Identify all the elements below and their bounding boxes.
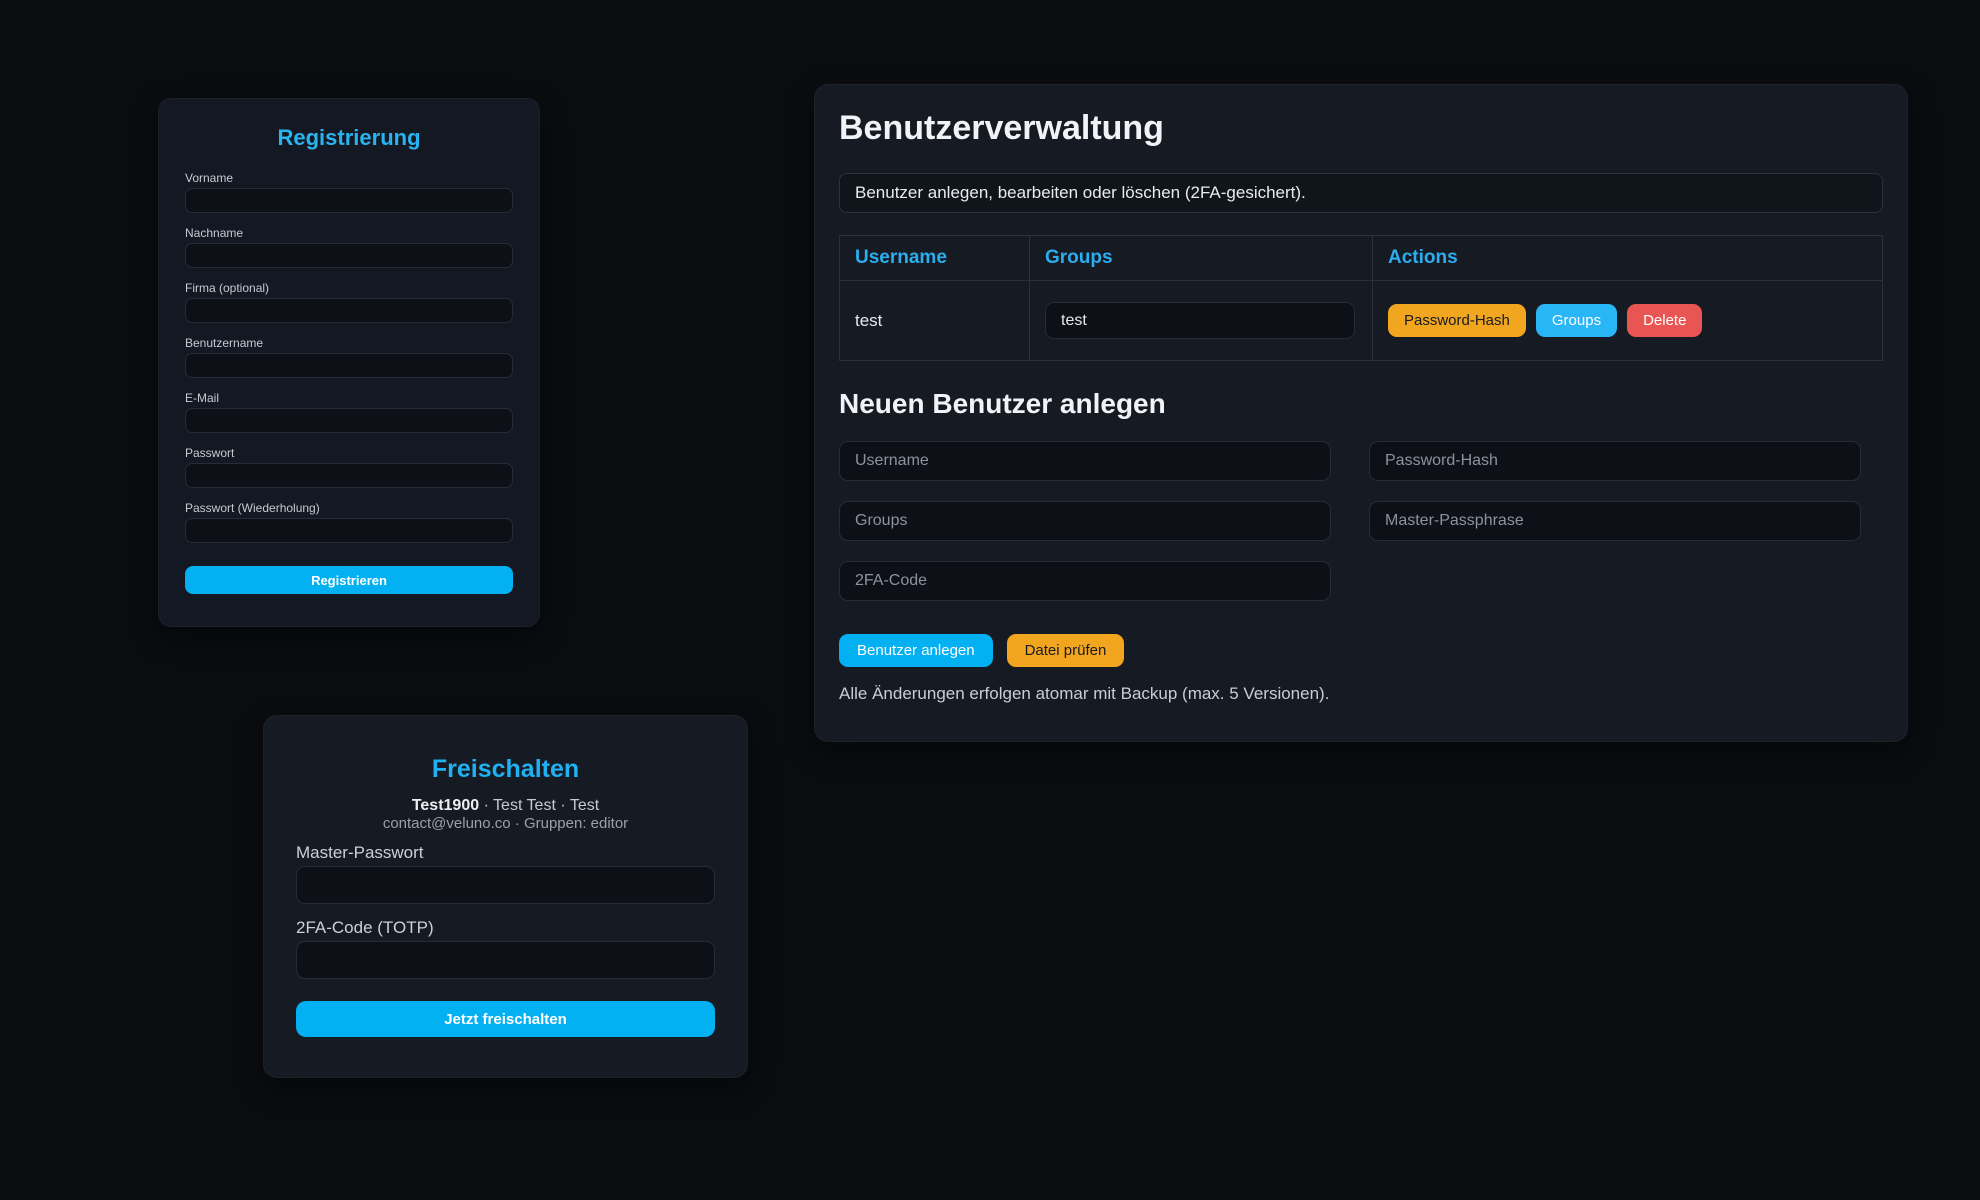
passwort-label: Passwort bbox=[185, 446, 235, 460]
user-management-panel: Benutzerverwaltung Benutzer anlegen, bea… bbox=[814, 84, 1908, 742]
groups-cell bbox=[1029, 280, 1373, 361]
user-management-title: Benutzerverwaltung bbox=[839, 109, 1164, 147]
master-password-label: Master-Passwort bbox=[296, 843, 424, 862]
benutzername-label: Benutzername bbox=[185, 336, 264, 350]
new-user-password-hash-input[interactable] bbox=[1369, 441, 1861, 481]
new-user-groups-input[interactable] bbox=[839, 501, 1331, 541]
nachname-label: Nachname bbox=[185, 226, 244, 240]
totp-input[interactable] bbox=[296, 941, 715, 979]
registration-title: Registrierung bbox=[277, 125, 421, 150]
column-header-actions: Actions bbox=[1372, 235, 1883, 281]
users-table-header-row: Username Groups Actions bbox=[839, 235, 1883, 281]
new-user-title: Neuen Benutzer anlegen bbox=[839, 388, 1166, 419]
unlock-user-line: Test1900 · Test Test · Test bbox=[296, 796, 715, 815]
actions-cell: Password-Hash Groups Delete bbox=[1372, 280, 1883, 361]
vorname-label: Vorname bbox=[185, 171, 234, 185]
new-user-master-passphrase-input[interactable] bbox=[1369, 501, 1861, 541]
unlock-user-name: Test1900 bbox=[411, 797, 480, 814]
delete-button[interactable]: Delete bbox=[1627, 304, 1703, 337]
new-user-username-input[interactable] bbox=[839, 441, 1331, 481]
password-hash-button[interactable]: Password-Hash bbox=[1388, 304, 1526, 337]
registration-card: Registrierung Vorname Nachname Firma (op… bbox=[158, 98, 540, 627]
unlock-card: Freischalten Test1900 · Test Test · Test… bbox=[263, 715, 748, 1078]
email-input[interactable] bbox=[185, 408, 513, 433]
vorname-input[interactable] bbox=[185, 188, 513, 213]
nachname-input[interactable] bbox=[185, 243, 513, 268]
column-header-groups: Groups bbox=[1029, 235, 1373, 281]
master-password-input[interactable] bbox=[296, 866, 715, 904]
row-groups-input[interactable] bbox=[1045, 302, 1355, 339]
passwort-wiederholung-input[interactable] bbox=[185, 518, 513, 543]
unlock-title: Freischalten bbox=[431, 755, 580, 783]
email-label: E-Mail bbox=[185, 391, 220, 405]
create-user-button[interactable]: Benutzer anlegen bbox=[839, 634, 993, 667]
user-management-description: Benutzer anlegen, bearbeiten oder lösche… bbox=[839, 173, 1883, 213]
unlock-user-rest: · Test Test · Test bbox=[479, 797, 600, 814]
passwort-input[interactable] bbox=[185, 463, 513, 488]
new-user-form bbox=[839, 441, 1861, 601]
username-cell: test bbox=[839, 280, 1030, 361]
firma-label: Firma (optional) bbox=[185, 281, 270, 295]
benutzername-input[interactable] bbox=[185, 353, 513, 378]
check-file-button[interactable]: Datei prüfen bbox=[1006, 634, 1125, 667]
new-user-2fa-input[interactable] bbox=[839, 561, 1331, 601]
unlock-button[interactable]: Jetzt freischalten bbox=[296, 1001, 715, 1037]
column-header-username: Username bbox=[839, 235, 1030, 281]
groups-button[interactable]: Groups bbox=[1535, 304, 1618, 337]
register-button[interactable]: Registrieren bbox=[185, 566, 513, 594]
passwort-wiederholung-label: Passwort (Wiederholung) bbox=[185, 501, 320, 515]
user-table-row: test Password-Hash Groups Delete bbox=[839, 280, 1883, 361]
firma-input[interactable] bbox=[185, 298, 513, 323]
unlock-contact-line: contact@veluno.co · Gruppen: editor bbox=[382, 815, 629, 832]
grid-empty-cell bbox=[1369, 561, 1861, 601]
users-table: Username Groups Actions test Password-Ha… bbox=[839, 235, 1883, 361]
backup-note: Alle Änderungen erfolgen atomar mit Back… bbox=[839, 684, 1330, 703]
totp-label: 2FA-Code (TOTP) bbox=[296, 918, 434, 937]
